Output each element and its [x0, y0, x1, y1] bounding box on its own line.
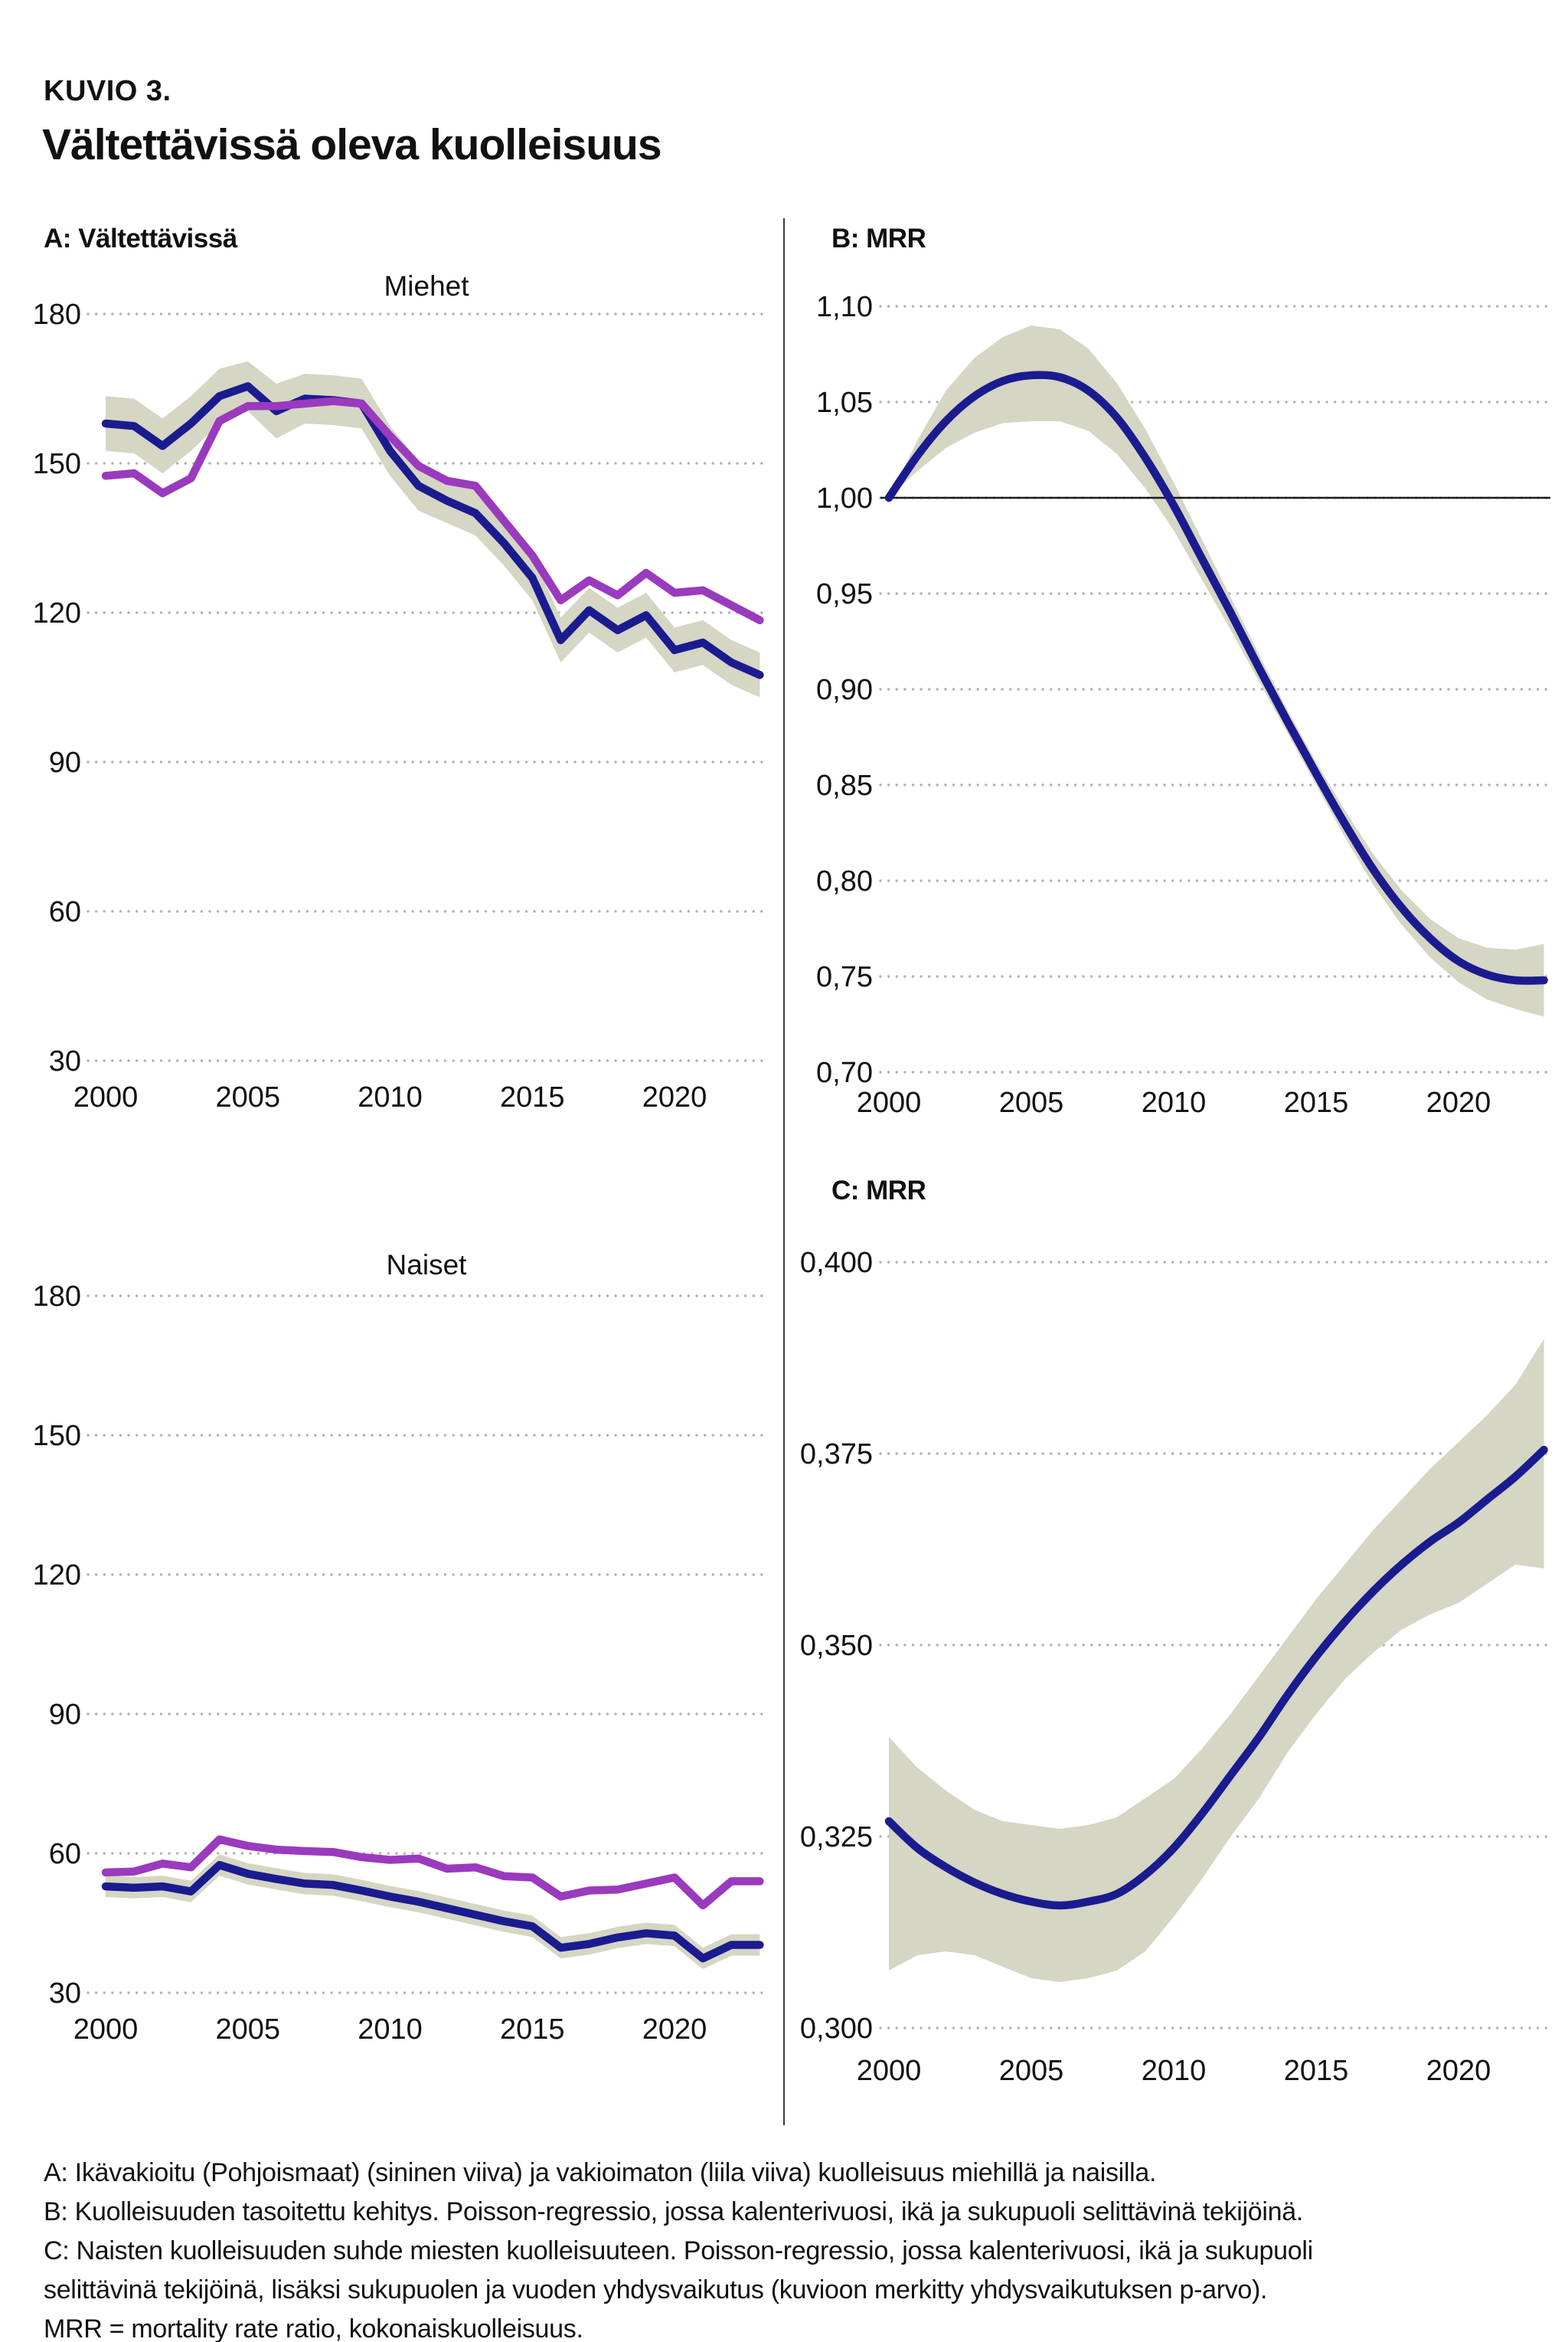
chart-c-mrr: 0,400 0,375 0,350 0,325 0,300 2000 2005 2010 201… — [800, 1247, 1552, 2087]
y-tick-label: 0,90 — [816, 674, 873, 706]
figure-caption: A: Ikävakioitu (Pohjoismaat) (sininen vi… — [44, 2154, 1313, 2342]
x-tick-label: 2005 — [999, 1087, 1064, 1119]
y-tick-label: 150 — [33, 1420, 81, 1452]
x-tick-label: 2000 — [857, 1087, 922, 1119]
x-tick-label: 2015 — [500, 2013, 565, 2046]
x-tick-label: 2005 — [216, 1081, 281, 1114]
y-tick-label: 120 — [33, 597, 81, 630]
y-tick-label: 0,80 — [816, 865, 873, 898]
y-tick-label: 150 — [33, 448, 81, 480]
caption-line: A: Ikävakioitu (Pohjoismaat) (sininen vi… — [44, 2158, 1157, 2187]
y-tick-label: 0,325 — [800, 1821, 873, 1853]
chart-b-mrr: 1,10 1,05 1,00 0,95 0,90 0,85 0,80 0,75 0,702000… — [816, 291, 1552, 1119]
y-tick-label: 180 — [33, 1281, 81, 1313]
x-tick-label: 2020 — [642, 2013, 707, 2046]
series-line-blue — [884, 371, 1548, 985]
confidence-band — [106, 1854, 760, 1970]
y-tick-label: 0,350 — [800, 1630, 873, 1662]
confidence-band — [889, 1339, 1544, 1982]
x-tick-label: 2005 — [216, 2013, 281, 2046]
series-line-purple — [101, 1835, 764, 1910]
x-tick-label: 2015 — [500, 1081, 565, 1114]
y-tick-label: 60 — [49, 1838, 81, 1870]
panel-a-label: A: Vältettävissä — [44, 224, 237, 253]
y-tick-label: 0,400 — [800, 1247, 873, 1279]
x-tick-label: 2015 — [1284, 2055, 1349, 2087]
y-tick-label: 90 — [49, 747, 81, 779]
caption-line: B: Kuolleisuuden tasoitettu kehitys. Poi… — [44, 2197, 1304, 2226]
x-tick-label: 2000 — [74, 2013, 139, 2046]
caption-line: MRR = mortality rate ratio, kokonaiskuol… — [44, 2314, 583, 2342]
caption-line: C: Naisten kuolleisuuden suhde miesten k… — [44, 2236, 1313, 2265]
y-tick-label: 60 — [49, 896, 81, 928]
panel-divider-line — [783, 218, 785, 2125]
y-tick-label: 0,300 — [800, 2013, 873, 2045]
y-tick-label: 0,95 — [816, 578, 873, 610]
series-line-blue — [101, 1860, 764, 1963]
y-tick-label: 0,85 — [816, 770, 873, 802]
subplot-title: Miehet — [384, 270, 469, 302]
x-tick-label: 2010 — [358, 1081, 423, 1114]
x-tick-label: 2010 — [1142, 1087, 1207, 1119]
panel-b-label: B: MRR — [831, 224, 926, 253]
x-tick-label: 2015 — [1284, 1087, 1349, 1119]
y-tick-label: 180 — [33, 299, 81, 331]
x-tick-label: 2010 — [1142, 2055, 1207, 2087]
x-tick-label: 2020 — [1426, 1087, 1491, 1119]
y-tick-label: 1,00 — [816, 482, 873, 515]
y-tick-label: 1,10 — [816, 291, 873, 323]
x-tick-label: 2005 — [999, 2055, 1064, 2087]
x-tick-label: 2020 — [642, 1081, 707, 1114]
y-tick-label: 30 — [49, 1045, 81, 1078]
figure-title: Vältettävissä oleva kuolleisuus — [42, 120, 662, 169]
x-tick-label: 2020 — [1426, 2055, 1491, 2087]
panel-c-label: C: MRR — [831, 1176, 926, 1205]
y-tick-label: 0,375 — [800, 1438, 873, 1470]
y-tick-label: 90 — [49, 1699, 81, 1731]
series-line-blue — [101, 382, 764, 679]
y-tick-label: 1,05 — [816, 387, 873, 419]
y-tick-label: 0,70 — [816, 1057, 873, 1089]
series-line-purple — [101, 397, 764, 625]
x-tick-label: 2010 — [358, 2013, 423, 2046]
series-line-blue — [884, 1445, 1548, 1910]
y-tick-label: 120 — [33, 1559, 81, 1591]
x-tick-label: 2000 — [857, 2055, 922, 2087]
subplot-title: Naiset — [387, 1249, 468, 1281]
figure-number: KUVIO 3. — [44, 75, 172, 107]
y-tick-label: 0,75 — [816, 961, 873, 993]
caption-line: selittävinä tekijöinä, lisäksi sukupuole… — [44, 2275, 1268, 2304]
confidence-band — [889, 325, 1544, 1017]
y-tick-label: 30 — [49, 1977, 81, 2010]
x-tick-label: 2000 — [74, 1081, 139, 1114]
